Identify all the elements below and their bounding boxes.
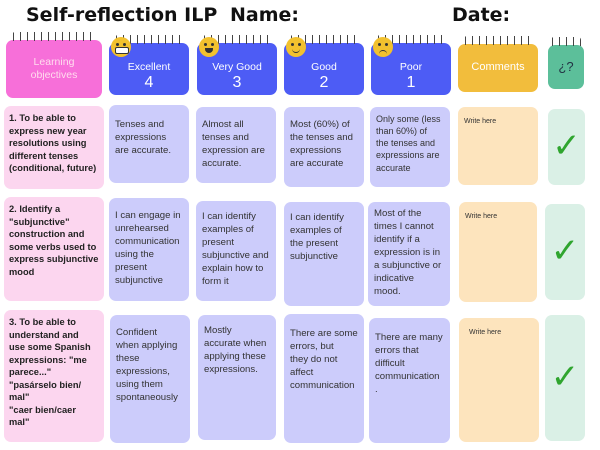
header-question: ¿? [548, 37, 584, 89]
comment-field-1[interactable]: Write here [458, 107, 538, 185]
header-score: 3 [232, 74, 242, 91]
checkmark-cell-2[interactable]: ✓ [545, 204, 585, 300]
rating-poor-3: There are many errors that difficult com… [369, 318, 450, 443]
header-excellent: Excellent 4 [109, 35, 189, 95]
header-poor: Poor 1 [371, 35, 451, 95]
objective-1: 1. To be able to express new year resolu… [4, 106, 104, 189]
rating-excellent-2: I can engage in unrehearsed communicatio… [109, 198, 189, 301]
rating-good-3: There are some errors, but they do not a… [284, 314, 364, 443]
header-label: Very Good [212, 61, 262, 73]
header-very-good: Very Good 3 [197, 35, 277, 95]
neutral-face-icon [286, 37, 306, 57]
smiling-face-icon [199, 37, 219, 57]
header-label: Good [311, 61, 337, 73]
checkmark-icon: ✓ [552, 127, 581, 166]
header-good: Good 2 [284, 35, 364, 95]
page-title: Self-reflection ILP [26, 4, 218, 26]
name-label: Name: [230, 4, 300, 26]
header-score: 4 [144, 74, 154, 91]
header-comments: Comments [458, 36, 538, 92]
rating-excellent-1: Tenses and expressions are accurate. [109, 105, 189, 183]
sad-face-icon [373, 37, 393, 57]
rating-excellent-3: Confident when applying these expression… [110, 315, 190, 443]
rating-very-good-3: Mostly accurate when applying these expr… [198, 315, 276, 440]
checkmark-icon: ✓ [550, 232, 580, 271]
header-label: Excellent [127, 61, 171, 73]
objective-2: 2. Identify a "subjunctive" construction… [4, 197, 104, 301]
rating-good-1: Most (60%) of the tenses and expressions… [284, 107, 364, 187]
header-score: 1 [406, 74, 416, 91]
comment-field-2[interactable]: Write here [459, 202, 537, 302]
grinning-face-icon [111, 37, 131, 57]
comment-field-3[interactable]: Write here [459, 318, 539, 442]
header-score: 2 [319, 74, 329, 91]
header-label: Learning objectives [30, 55, 78, 81]
header-learning-objectives: Learning objectives [6, 32, 102, 98]
checkmark-cell-1[interactable]: ✓ [548, 109, 585, 185]
rating-very-good-2: I can identify examples of present subju… [196, 201, 276, 301]
checkmark-cell-3[interactable]: ✓ [545, 315, 585, 441]
checkmark-icon: ✓ [550, 358, 580, 397]
rating-poor-1: Only some (less than 60%) of the tenses … [370, 107, 450, 187]
rating-poor-2: Most of the times I cannot identify if a… [368, 202, 450, 306]
rating-very-good-1: Almost all tenses and expression are acc… [196, 107, 276, 183]
date-label: Date: [452, 4, 511, 26]
header-label: Poor [399, 61, 423, 73]
header-label: Comments [471, 61, 525, 74]
header-label: ¿? [558, 58, 574, 74]
objective-3: 3. To be able to understand and use some… [4, 310, 104, 442]
rating-good-2: I can identify examples of the present s… [284, 202, 364, 306]
